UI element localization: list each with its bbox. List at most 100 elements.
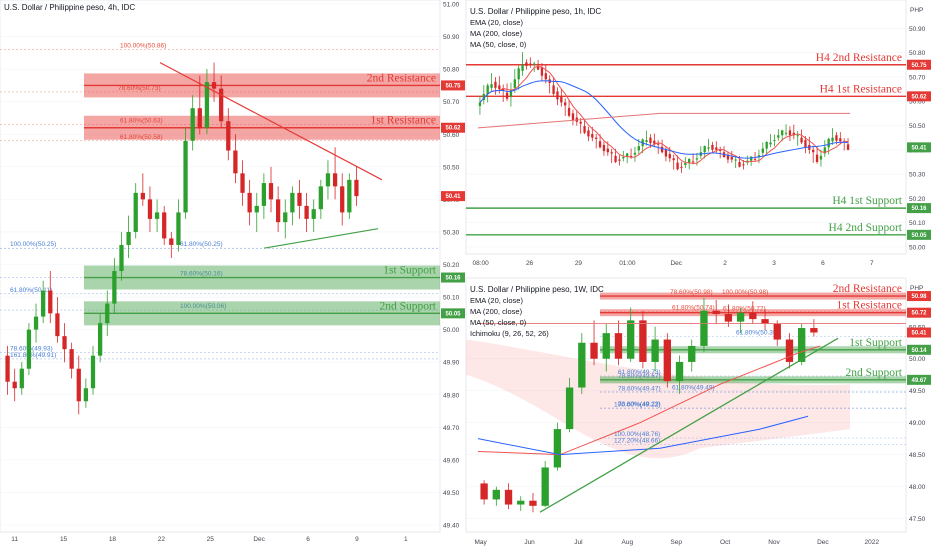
top-right-candle: [800, 137, 803, 143]
left-candle: [283, 212, 288, 223]
left-candle: [190, 108, 195, 141]
top-right-candle: [695, 158, 699, 160]
top-right-candle: [645, 140, 648, 142]
bottom-right-currency: PHP: [910, 285, 923, 292]
left-y-tick-label: 50.20: [443, 262, 460, 269]
bottom-right-last-price-tag: [907, 327, 931, 338]
top-right-price-tag: [907, 91, 931, 102]
left-last-price-tag: [441, 191, 465, 202]
left-candle: [275, 199, 281, 223]
top-right-y-tick-label: 50.70: [909, 74, 926, 81]
top-right-y-tick-label: 50.00: [909, 245, 926, 252]
left-candle: [354, 179, 359, 197]
top-right-candle: [560, 96, 563, 103]
left-price-tag: [441, 80, 465, 91]
bottom-right-y-tick-label: 47.50: [909, 516, 926, 523]
left-x-tick-label: 15: [60, 536, 68, 543]
bottom-right-candle: [663, 339, 671, 382]
bottom-right-candle: [798, 328, 806, 362]
top-right-candle: [653, 140, 656, 144]
bottom-right-level-label: 2nd Resistance: [833, 283, 902, 295]
top-right-candle: [556, 91, 559, 100]
left-y-tick-label: 50.00: [443, 327, 460, 334]
top-right-legend-ma200: MA (200, close): [470, 29, 523, 38]
left-x-tick-label: 9: [355, 536, 359, 543]
left-x-tick-label: 6: [306, 536, 310, 543]
top-right-candle: [494, 81, 497, 88]
top-right-candle: [525, 62, 528, 66]
left-candle: [247, 192, 252, 213]
top-right-candle: [742, 164, 745, 166]
left-chart: 51.0050.9050.8050.7050.6050.5050.4050.30…: [0, 2, 465, 543]
top-right-candle: [664, 149, 668, 157]
left-candle: [76, 368, 81, 402]
left-y-tick-label: 51.00: [443, 2, 460, 9]
left-candle: [133, 192, 138, 232]
left-x-tick-label: 1: [404, 536, 408, 543]
left-level-label: 2nd Resistance: [367, 72, 436, 84]
bottom-right-candle: [529, 500, 537, 506]
left-fib-label: 61.80%(50.11): [10, 287, 52, 294]
bottom-right-legend-ma200: MA (200, close): [470, 307, 523, 316]
bottom-right-candle: [736, 312, 745, 322]
top-right-y-tick-label: 50.80: [909, 50, 926, 57]
top-right-x-tick-label: 29: [575, 260, 583, 267]
left-y-tick-label: 49.90: [443, 360, 460, 367]
bottom-right-fib-label: 78.60%(50.98): [670, 289, 713, 296]
top-right-price-tag: [907, 229, 931, 240]
top-right-chart-title: U.S. Dollar / Philippine peso, 1h, IDC: [470, 7, 601, 16]
top-right-candle: [622, 157, 625, 159]
top-right-candle: [835, 135, 838, 141]
bottom-right-candle: [700, 310, 708, 346]
top-right-x-tick-label: 6: [821, 260, 825, 267]
left-y-tick-label: 50.10: [443, 295, 460, 302]
top-right-candle: [781, 130, 784, 136]
bottom-right-candle: [602, 333, 610, 359]
left-level-label: 2nd Support: [379, 300, 436, 312]
top-right-x-tick-label: 3: [772, 260, 776, 267]
top-right-candle: [583, 126, 586, 133]
bottom-right-x-tick-label: 2022: [865, 539, 880, 546]
bottom-right-fib-label: 61.80%(49.49): [672, 384, 715, 391]
left-candle: [19, 368, 24, 389]
bottom-right-fib-label: 61.80%(50.74): [672, 304, 715, 311]
bottom-right-candle: [761, 319, 769, 324]
left-fib-label: 78.60%(49.93): [10, 345, 53, 352]
top-right-y-tick-label: 50.60: [909, 99, 926, 106]
top-right-candle: [788, 130, 792, 136]
top-right-candle: [602, 144, 606, 152]
top-right-candle: [804, 140, 807, 148]
left-y-tick-label: 49.40: [443, 523, 460, 530]
bottom-right-candle: [675, 361, 684, 382]
bottom-right-y-tick-label: 49.00: [909, 420, 926, 427]
top-right-candle: [784, 132, 788, 134]
top-right-candle: [812, 149, 815, 153]
bottom-right-legend-ichimoku: Ichimoku (9, 26, 52, 26): [470, 329, 549, 338]
left-candle: [332, 173, 338, 187]
top-right-price-tag: [907, 59, 931, 70]
left-candle: [240, 173, 245, 193]
left-support-trendline: [263, 228, 379, 249]
left-candle: [340, 186, 345, 213]
top-right-candle: [587, 130, 590, 137]
bottom-right-fib-label: 78.60%(49.23): [618, 401, 661, 408]
left-candle: [318, 186, 323, 210]
top-right-x-tick-label: 2: [723, 260, 727, 267]
left-fib-label: 61.80%(50.25): [180, 241, 223, 248]
left-candle: [119, 244, 124, 272]
bottom-right-chart: 50.5050.0049.5049.0048.5048.0047.50MayJu…: [466, 283, 931, 546]
top-right-candle: [517, 68, 520, 80]
left-candle: [219, 88, 224, 122]
left-candle: [126, 231, 131, 245]
top-right-level-label: H4 2nd Resistance: [816, 52, 902, 64]
left-x-tick-label: Dec: [253, 536, 265, 543]
top-right-candle: [649, 137, 652, 144]
top-right-candle: [629, 155, 633, 158]
bottom-right-fib-label: 100.00%(49.22): [614, 402, 660, 409]
bottom-right-candle: [724, 313, 733, 322]
top-right-last-price-tag: [907, 142, 931, 153]
left-candle: [90, 355, 96, 389]
bottom-right-price-tag: [907, 291, 931, 302]
left-candle: [183, 140, 188, 213]
top-right-candle: [637, 146, 640, 151]
